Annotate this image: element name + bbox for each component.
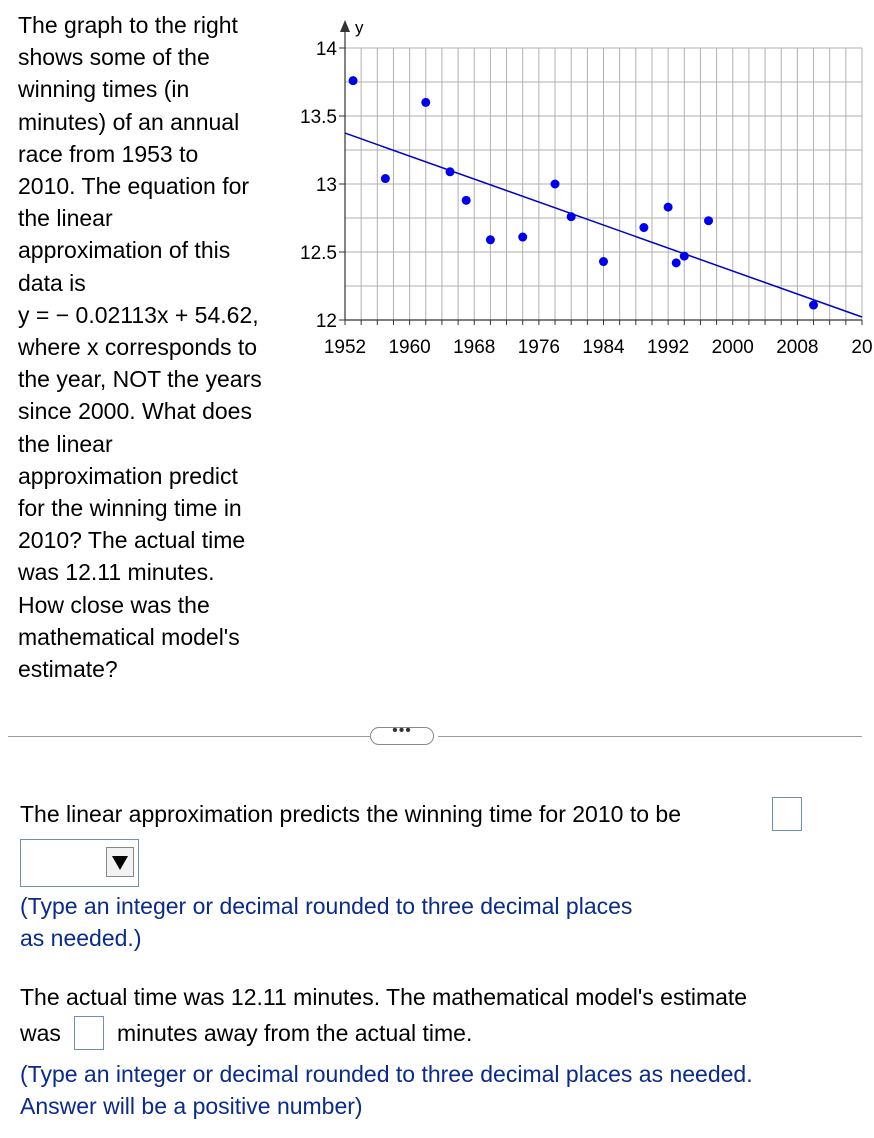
y-tick-label: 12.5 [300,243,337,264]
data-point [445,167,455,177]
dropdown-arrow-icon[interactable] [106,847,134,877]
data-point [599,257,608,267]
question-line: the linear [18,205,113,232]
data-point [639,223,649,233]
data-point [421,97,431,107]
prediction-answer-box[interactable] [772,797,802,831]
y-tick-label: 13 [316,175,337,196]
divider-right [438,736,862,737]
data-point [809,300,819,310]
question-line: The graph to the right [18,12,238,38]
x-tick-label: 20 [851,337,872,358]
data-point [663,202,673,212]
y-tick-label: 14 [316,39,338,60]
data-point [566,212,576,222]
hint-line-2: as needed.) [20,925,142,951]
trend-line [344,132,863,318]
x-tick-label: 2008 [776,337,818,358]
x-tick-label: 1960 [388,337,430,358]
data-point [348,76,358,86]
x-tick-label: 1952 [324,337,366,358]
question-line: approximation predict [18,462,238,489]
prediction-prompt: The linear approximation predicts the wi… [20,801,681,827]
x-tick-label: 1992 [647,337,689,358]
scatter-chart: y 12 12.5 13 13.5 14 1952 1960 1968 1976 1984 1992 2… [300,18,873,358]
x-tick-label: 2000 [712,337,754,358]
was-label: was [20,1020,61,1046]
data-point [671,258,681,268]
data-point [461,195,471,205]
question-line: the year, NOT the years [18,366,262,393]
actual-time-text: The actual time was 12.11 minutes. The m… [20,984,748,1010]
away-text: minutes away from the actual time. [117,1020,473,1046]
x-tick-label: 1976 [518,337,560,358]
question-line: shows some of the [18,44,210,71]
hint2-line-1: (Type an integer or decimal rounded to t… [20,1061,753,1087]
hint2-line-2: Answer will be a positive number) [20,1093,363,1119]
question-line: the linear [18,430,113,457]
question-line: mathematical model's [18,623,240,650]
data-point [518,232,528,242]
y-axis-label: y [355,18,364,37]
y-tick-label: 13.5 [300,107,337,128]
question-line: y = − 0.02113x + 54.62, [18,301,259,328]
question-line: minutes) of an annual [18,108,240,135]
x-tick-label: 1968 [453,337,495,358]
question-line: where x corresponds to [18,334,258,361]
y-axis-arrow-icon [340,20,350,32]
question-line: 2010? The actual time [18,527,246,554]
y-tick-label: 12 [316,311,337,332]
question-line: approximation of this [18,237,231,264]
question-line: estimate? [18,656,118,683]
question-line: since 2000. What does [18,398,252,425]
question-line: data is [18,269,86,296]
x-tick-label: 1984 [582,337,625,358]
divider-left [8,736,370,737]
unit-dropdown[interactable] [20,839,139,887]
question-line: winning times (in [18,76,190,103]
data-point [679,251,689,261]
question-line: for the winning time in [18,495,242,522]
data-point [485,235,495,245]
hint-line-1: (Type an integer or decimal rounded to t… [20,893,633,919]
data-point [704,216,714,226]
question-line: was 12.11 minutes. [18,559,215,586]
question-line: 2010. The equation for [18,173,250,200]
question-text: The graph to the right shows some of the w… [18,9,308,685]
question-line: race from 1953 to [18,140,199,167]
data-point [550,179,560,189]
question-line: How close was the [18,591,210,618]
expand-button[interactable]: ••• [370,723,434,745]
data-point [380,174,390,184]
difference-answer-box[interactable] [74,1016,104,1050]
